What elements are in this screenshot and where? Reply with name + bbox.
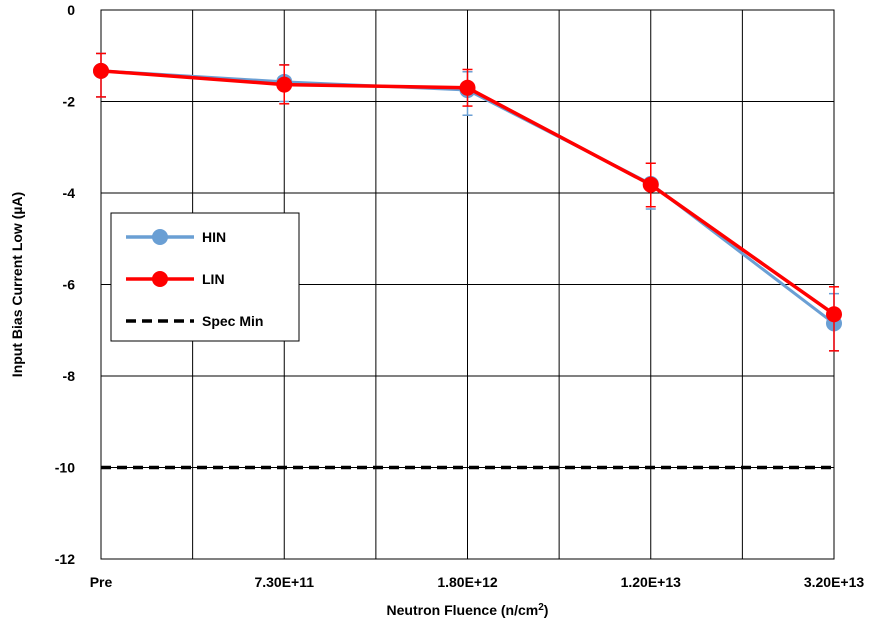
y-tick-label: -6: [63, 277, 76, 293]
legend-item-hin: HIN: [126, 229, 226, 245]
legend: HIN LIN Spec Min: [110, 212, 300, 342]
data-point: [642, 176, 659, 193]
data-point: [93, 62, 109, 79]
legend-box: [110, 212, 300, 342]
y-tick-label: -12: [55, 551, 75, 567]
legend-label: HIN: [202, 229, 226, 245]
y-tick-label: 0: [67, 2, 75, 18]
x-tick-label: 1.20E+13: [621, 574, 682, 590]
y-tick-label: -8: [63, 368, 76, 384]
x-tick-label: 3.20E+13: [804, 574, 865, 590]
legend-item-lin: LIN: [126, 271, 225, 287]
y-tick-labels: 0 -2 -4 -6 -8 -10 -12: [55, 2, 75, 567]
series-lin: [93, 52, 842, 352]
plot-area: [100, 9, 835, 560]
y-tick-label: -2: [63, 94, 76, 110]
series-group: [93, 52, 842, 352]
y-tick-label: -10: [55, 460, 75, 476]
legend-label: LIN: [202, 271, 225, 287]
x-axis-title-main: Neutron Fluence (n/cm: [387, 602, 539, 618]
x-axis-title-end: ): [544, 602, 549, 618]
x-tick-labels: Pre 7.30E+11 1.80E+12 1.20E+13 3.20E+13: [90, 574, 865, 590]
data-point: [826, 306, 842, 323]
x-tick-label: 1.80E+12: [437, 574, 498, 590]
legend-item-spec-min: Spec Min: [126, 313, 263, 329]
y-axis-title: Input Bias Current Low (µA): [9, 192, 25, 377]
x-tick-label: Pre: [90, 574, 113, 590]
x-tick-label: 7.30E+11: [254, 574, 314, 590]
legend-swatch-marker: [152, 229, 168, 245]
legend-swatch-marker: [152, 271, 168, 287]
data-point: [276, 76, 293, 93]
legend-label: Spec Min: [202, 313, 263, 329]
x-axis-title-superscript: 2: [538, 602, 544, 613]
data-point: [459, 79, 476, 96]
x-axis-title: Neutron Fluence (n/cm2): [387, 602, 549, 619]
y-tick-label: -4: [63, 185, 76, 201]
